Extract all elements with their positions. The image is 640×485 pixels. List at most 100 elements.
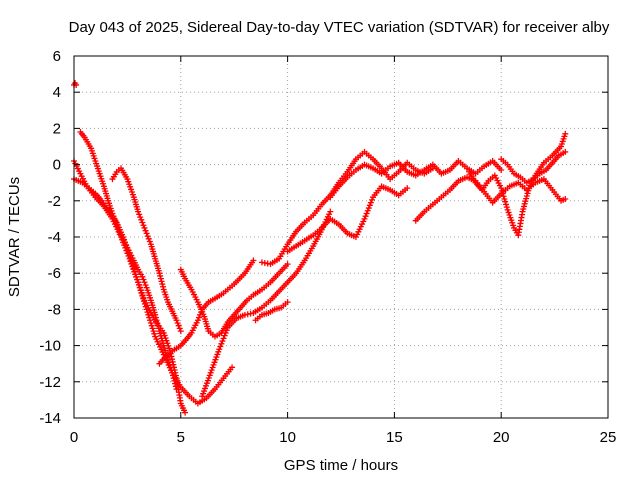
data-point bbox=[130, 265, 137, 272]
data-point bbox=[154, 319, 161, 326]
y-tick-label: -10 bbox=[39, 338, 61, 355]
data-point bbox=[361, 215, 368, 222]
data-point bbox=[137, 214, 144, 221]
data-point bbox=[222, 329, 229, 336]
data-point bbox=[169, 369, 176, 376]
data-point bbox=[142, 227, 149, 234]
y-tick-label: -6 bbox=[48, 265, 61, 282]
series-trace-e bbox=[156, 257, 257, 367]
data-point bbox=[221, 332, 228, 339]
data-point bbox=[140, 222, 147, 229]
data-point bbox=[562, 130, 569, 137]
data-point bbox=[169, 372, 176, 379]
data-point bbox=[144, 233, 151, 240]
data-point bbox=[110, 213, 117, 220]
data-point bbox=[172, 383, 179, 390]
series-trace-c bbox=[77, 129, 180, 393]
data-point bbox=[284, 261, 291, 268]
chart-title: Day 043 of 2025, Sidereal Day-to-day VTE… bbox=[69, 19, 610, 36]
y-tick-label: -8 bbox=[48, 301, 61, 318]
series-trace-b bbox=[71, 176, 189, 416]
data-point bbox=[170, 375, 177, 382]
data-point bbox=[147, 319, 154, 326]
data-point bbox=[562, 195, 569, 202]
data-point bbox=[284, 299, 291, 306]
data-point bbox=[151, 330, 158, 337]
series-trace-j bbox=[284, 183, 411, 255]
data-point bbox=[141, 224, 148, 231]
data-point bbox=[138, 216, 145, 223]
data-point bbox=[152, 311, 159, 318]
series-trace-n bbox=[498, 148, 569, 186]
data-point bbox=[155, 322, 162, 329]
data-point bbox=[158, 278, 165, 285]
data-point bbox=[143, 230, 150, 237]
data-point bbox=[220, 335, 227, 342]
data-point bbox=[109, 210, 116, 217]
data-point bbox=[113, 221, 120, 228]
series-trace-k bbox=[327, 157, 505, 201]
data-point bbox=[362, 213, 369, 220]
data-point bbox=[153, 317, 160, 324]
data-point bbox=[160, 283, 166, 290]
data-point bbox=[218, 340, 225, 347]
data-point bbox=[147, 317, 154, 324]
grid-lines bbox=[74, 56, 608, 418]
x-axis-label: GPS time / hours bbox=[284, 457, 398, 474]
data-point bbox=[139, 273, 146, 280]
x-tick-label: 10 bbox=[279, 429, 296, 446]
y-tick-label: 4 bbox=[53, 84, 61, 101]
y-tick-label: -2 bbox=[48, 193, 61, 210]
data-point bbox=[139, 219, 146, 226]
data-point bbox=[141, 279, 148, 286]
data-point bbox=[216, 346, 223, 353]
data-point bbox=[114, 224, 121, 231]
series-trace-i bbox=[258, 148, 436, 268]
data-point bbox=[135, 208, 142, 215]
data-point bbox=[177, 328, 184, 335]
data-point bbox=[500, 193, 507, 200]
data-point bbox=[219, 338, 226, 345]
data-point bbox=[223, 327, 230, 334]
series-trace-d bbox=[109, 165, 184, 335]
data-point bbox=[150, 328, 157, 335]
y-tick-label: 2 bbox=[53, 120, 61, 137]
x-tick-label: 25 bbox=[600, 429, 617, 446]
data-point bbox=[172, 380, 179, 387]
data-point bbox=[363, 210, 370, 217]
data-point bbox=[364, 207, 371, 214]
data-point bbox=[229, 364, 236, 371]
series-trace-o bbox=[71, 80, 80, 88]
data-point bbox=[171, 377, 178, 384]
data-point bbox=[145, 235, 152, 242]
data-point bbox=[503, 201, 510, 208]
data-points bbox=[71, 80, 569, 416]
y-tick-label: -12 bbox=[39, 374, 61, 391]
data-point bbox=[134, 276, 141, 283]
data-point bbox=[182, 409, 189, 416]
data-point bbox=[194, 317, 201, 324]
data-point bbox=[173, 317, 180, 324]
data-point bbox=[152, 314, 159, 321]
data-point bbox=[499, 187, 506, 194]
series-trace-m bbox=[466, 130, 569, 239]
y-tick-label: -14 bbox=[39, 410, 61, 427]
data-point bbox=[129, 262, 136, 269]
data-point bbox=[367, 199, 374, 206]
y-axis-label: SDTVAR / TECUs bbox=[6, 177, 23, 297]
x-tick-label: 5 bbox=[177, 429, 185, 446]
data-point bbox=[501, 195, 508, 202]
data-point bbox=[176, 325, 183, 332]
data-point bbox=[159, 281, 166, 288]
axis-ticks: 0 5 10 15 20 25 -14 -12 -10 -8 -6 -4 -2 0 2 4 6 bbox=[39, 48, 616, 446]
data-point bbox=[404, 185, 411, 192]
data-point bbox=[132, 271, 139, 278]
data-point bbox=[112, 218, 119, 225]
y-tick-label: 0 bbox=[53, 157, 61, 174]
data-point bbox=[174, 319, 181, 326]
x-tick-label: 0 bbox=[70, 429, 78, 446]
data-point bbox=[140, 276, 147, 283]
data-point bbox=[498, 185, 505, 192]
